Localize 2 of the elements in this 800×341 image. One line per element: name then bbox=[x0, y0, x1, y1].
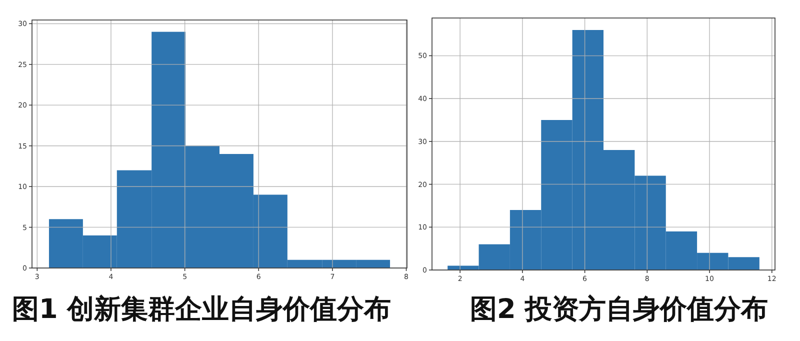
caption: 图2 投资方自身价值分布 bbox=[470, 294, 768, 325]
caption: 图1 创新集群企业自身价值分布 bbox=[12, 294, 392, 325]
